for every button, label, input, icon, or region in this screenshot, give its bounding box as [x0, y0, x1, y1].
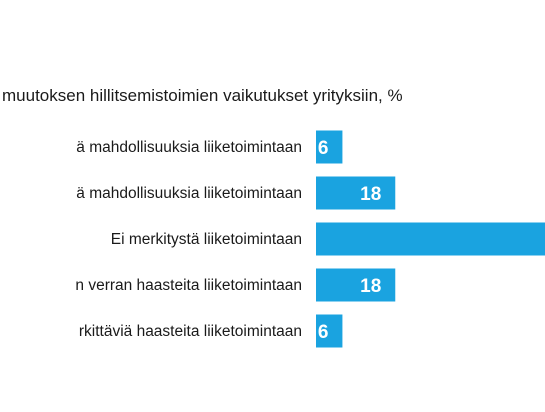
chart-title: muutoksen hillitsemistoimien vaikutukset… [2, 86, 403, 105]
bars-group [316, 130, 545, 348]
category-label-3: n verran haasteita liiketoimintaan [75, 277, 302, 294]
bar-1 [316, 176, 396, 210]
bar-2 [316, 222, 545, 256]
value-label-0: 6 [318, 138, 329, 159]
bar-0 [316, 130, 343, 164]
category-labels-group: ä mahdollisuuksia liiketoimintaan ä mahdo… [75, 139, 302, 340]
value-labels-group: 6 18 18 6 [318, 138, 381, 343]
category-label-1: ä mahdollisuuksia liiketoimintaan [76, 185, 302, 202]
value-label-1: 18 [360, 184, 381, 205]
bar-3 [316, 268, 396, 302]
bar-4 [316, 314, 343, 348]
value-label-4: 6 [318, 322, 329, 343]
category-label-4: rkittäviä haasteita liiketoimintaan [79, 323, 302, 340]
value-label-3: 18 [360, 276, 381, 297]
category-label-2: Ei merkitystä liiketoimintaan [111, 231, 302, 248]
category-label-0: ä mahdollisuuksia liiketoimintaan [76, 139, 302, 156]
